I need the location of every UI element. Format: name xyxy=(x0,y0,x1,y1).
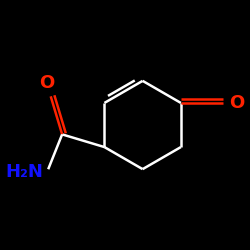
Text: O: O xyxy=(229,94,244,112)
Text: O: O xyxy=(40,74,55,92)
Text: H₂N: H₂N xyxy=(6,162,44,180)
